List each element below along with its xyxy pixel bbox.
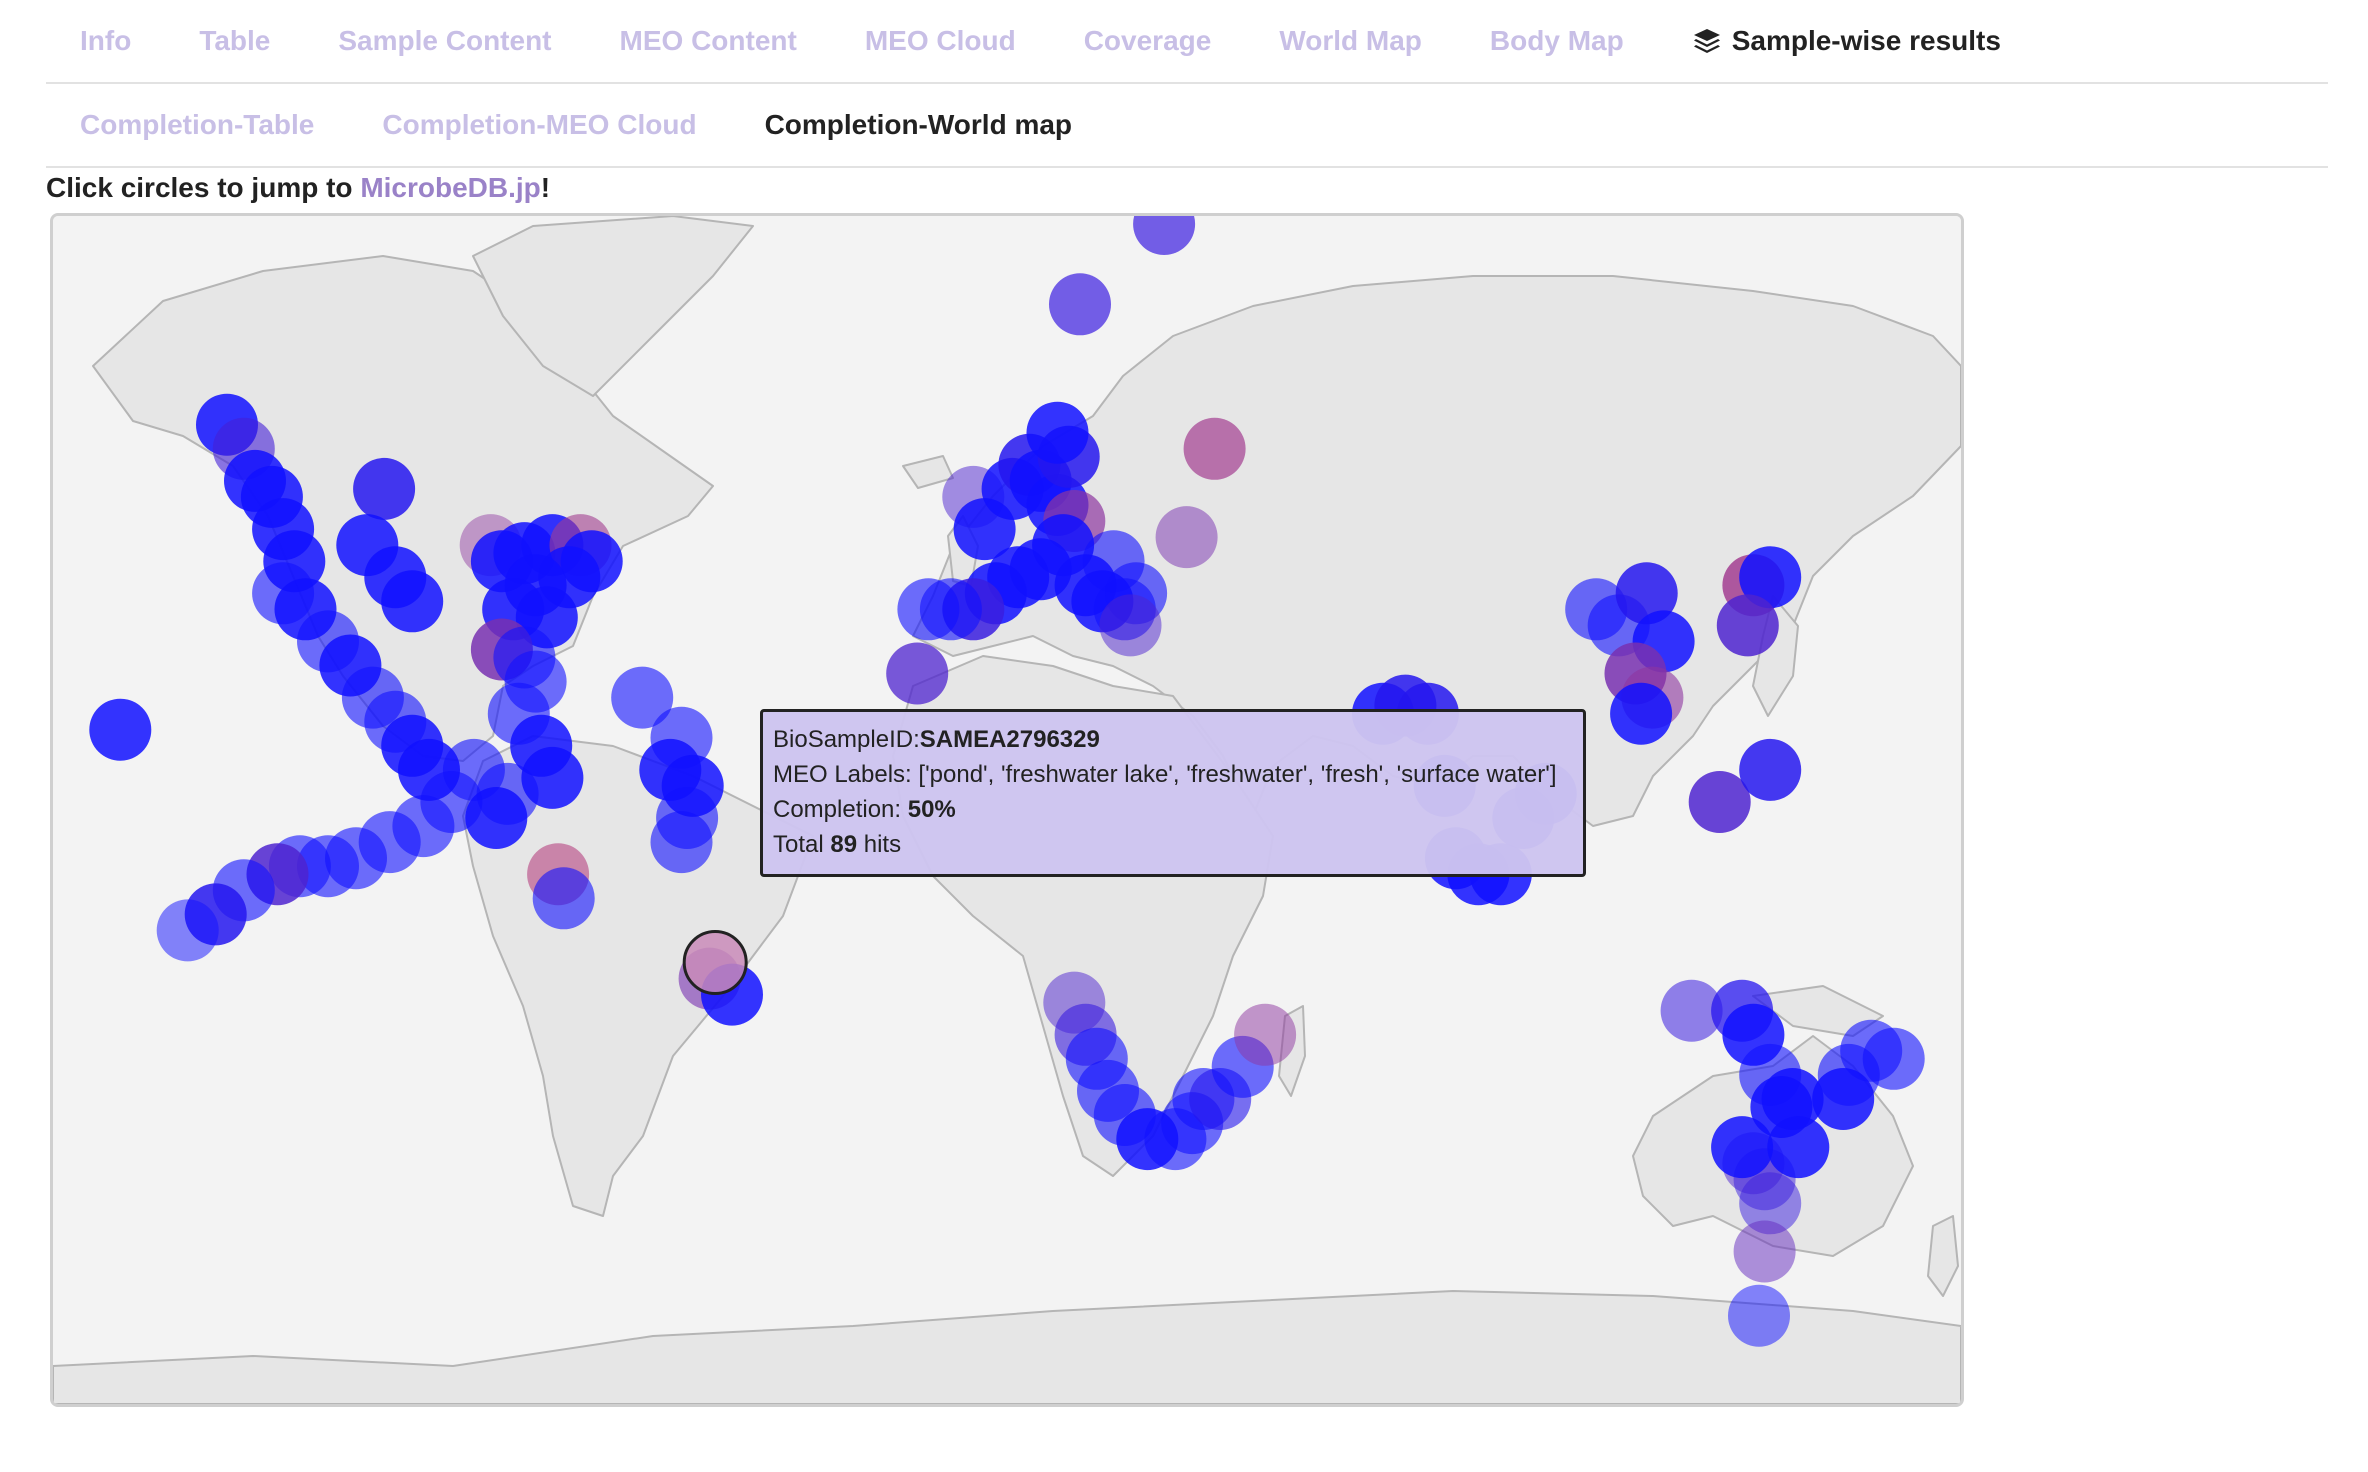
tooltip-id-row: BioSampleID:SAMEA2796329: [773, 722, 1573, 757]
sample-marker[interactable]: [1739, 738, 1802, 801]
tab-info[interactable]: Info: [80, 25, 132, 56]
greenland: [472, 216, 754, 397]
tooltip-completion-value: 50%: [907, 796, 956, 823]
instruction-suffix: !: [540, 172, 551, 203]
tooltip-total-prefix: Total: [773, 831, 824, 858]
tab-sample-content[interactable]: Sample Content: [338, 25, 552, 56]
tab-body-map[interactable]: Body Map: [1489, 25, 1624, 56]
sample-marker[interactable]: [611, 666, 674, 729]
tab-meo-cloud[interactable]: MEO Cloud: [864, 25, 1016, 56]
sample-marker[interactable]: [1862, 1027, 1925, 1090]
tooltip-total-row: Total 89 hits: [773, 827, 1573, 862]
new-zealand: [1927, 1215, 1959, 1297]
sample-marker[interactable]: [465, 787, 528, 849]
layers-icon: [1693, 29, 1720, 53]
sample-marker[interactable]: [1615, 562, 1678, 625]
tab-coverage[interactable]: Coverage: [1083, 25, 1212, 56]
tooltip-meo-value: ['pond', 'freshwater lake', 'freshwater'…: [918, 761, 1557, 788]
tab-sample-wise-results-label: Sample-wise results: [1731, 25, 2001, 56]
antarctica: [53, 1290, 1961, 1404]
sample-marker[interactable]: [89, 698, 152, 761]
sample-marker[interactable]: [1728, 1284, 1790, 1347]
sample-marker[interactable]: [1026, 401, 1089, 464]
sample-marker[interactable]: [1716, 594, 1779, 657]
tooltip-total-suffix: hits: [863, 831, 902, 858]
tooltip-meo-row: MEO Labels: ['pond', 'freshwater lake', …: [773, 757, 1573, 792]
sample-marker[interactable]: [650, 811, 713, 874]
sample-marker[interactable]: [1049, 273, 1111, 336]
sample-marker[interactable]: [1099, 594, 1162, 657]
sample-marker[interactable]: [1812, 1068, 1875, 1130]
sample-marker[interactable]: [1660, 979, 1723, 1042]
tooltip-completion-label: Completion:: [773, 796, 902, 823]
main-tab-bar: Info Table Sample Content MEO Content ME…: [46, 0, 2328, 84]
map-instruction: Click circles to jump to MicrobeDB.jp!: [46, 172, 550, 204]
tab-completion-meo-cloud[interactable]: Completion-MEO Cloud: [382, 109, 697, 140]
sample-marker[interactable]: [532, 867, 595, 930]
sample-marker[interactable]: [156, 899, 219, 962]
tab-world-map[interactable]: World Map: [1279, 25, 1422, 56]
sample-marker[interactable]: [381, 570, 444, 633]
sample-marker[interactable]: [1133, 216, 1196, 255]
sample-marker[interactable]: [353, 457, 416, 520]
sample-marker[interactable]: [1610, 682, 1673, 745]
sample-marker[interactable]: [1739, 546, 1802, 609]
sample-marker[interactable]: [1767, 1116, 1830, 1179]
sample-marker[interactable]: [1733, 1220, 1796, 1283]
sample-marker[interactable]: [1761, 1068, 1824, 1130]
sample-marker[interactable]: [1155, 506, 1218, 569]
sample-marker[interactable]: [1711, 1116, 1774, 1179]
sample-marker[interactable]: [1234, 1003, 1297, 1066]
tooltip-id-value: SAMEA2796329: [919, 726, 1100, 753]
tooltip-id-label: BioSampleID:: [773, 726, 920, 753]
sample-marker[interactable]: [1183, 417, 1246, 480]
tab-table[interactable]: Table: [199, 25, 271, 56]
marker-layer[interactable]: [89, 216, 1925, 1347]
map-canvas[interactable]: [53, 216, 1961, 1404]
tooltip-completion-row: Completion: 50%: [773, 792, 1573, 827]
selected-sample-marker[interactable]: [682, 930, 748, 995]
sample-marker[interactable]: [897, 578, 960, 641]
tab-meo-content[interactable]: MEO Content: [619, 25, 797, 56]
sample-marker[interactable]: [1688, 771, 1751, 833]
sub-tab-bar: Completion-Table Completion-MEO Cloud Co…: [46, 84, 2328, 168]
microbedb-link[interactable]: MicrobeDB.jp: [360, 172, 541, 203]
tab-sample-wise-results[interactable]: Sample-wise results: [1692, 25, 2001, 57]
tooltip-meo-label: MEO Labels:: [773, 761, 912, 788]
world-map[interactable]: [50, 213, 1964, 1407]
sample-marker[interactable]: [1082, 530, 1145, 593]
marker-tooltip: BioSampleID:SAMEA2796329 MEO Labels: ['p…: [760, 709, 1586, 877]
tooltip-total-value: 89: [830, 831, 858, 858]
sample-marker[interactable]: [886, 642, 949, 705]
tab-completion-table[interactable]: Completion-Table: [80, 109, 315, 140]
instruction-text: Click circles to jump to: [46, 172, 361, 203]
sample-marker[interactable]: [1739, 1172, 1802, 1235]
tab-completion-world-map[interactable]: Completion-World map: [764, 109, 1073, 140]
